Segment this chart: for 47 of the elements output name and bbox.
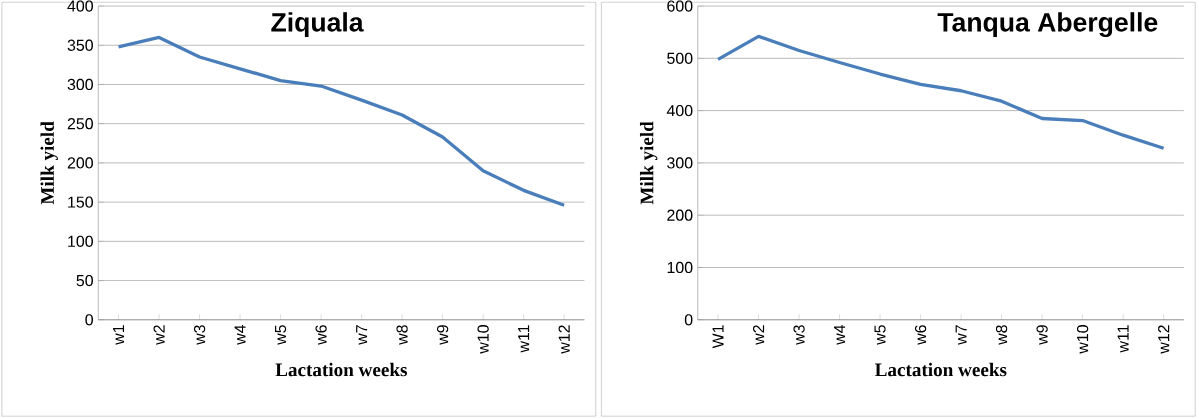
x-tick-label: w1: [113, 325, 125, 345]
x-tick-label: w7: [955, 325, 967, 345]
chart-title: Tanqua Abergelle: [937, 12, 1158, 38]
x-tick-label: w11: [518, 325, 530, 353]
y-tick-label: 100: [68, 235, 93, 247]
x-tick-label: w5: [275, 325, 287, 345]
x-axis-title: Lactation weeks: [875, 362, 1007, 377]
x-tick-label: w10: [477, 325, 489, 354]
x-tick-label: w8: [995, 325, 1008, 345]
y-tick-label: 100: [667, 261, 693, 274]
x-axis-title: Lactation weeks: [275, 362, 408, 377]
x-tick-label: w7: [356, 325, 368, 345]
line-series: [116, 35, 566, 207]
y-tick-label: 400: [67, 0, 93, 12]
y-tick-label: 300: [67, 78, 93, 91]
x-tick-label: w5: [874, 325, 886, 345]
x-tick-label: w4: [234, 324, 246, 345]
x-tick-label: w11: [1117, 325, 1129, 353]
y-tick-label: 200: [67, 157, 93, 169]
y-tick-label: 350: [67, 39, 93, 51]
x-tick-label: w6: [914, 325, 927, 345]
x-tick-label: w8: [396, 325, 408, 345]
x-tick-label: w2: [752, 325, 765, 345]
y-tick-label: 200: [667, 209, 693, 221]
y-axis-title: Milk yield: [40, 121, 58, 205]
y-tick-label: 0: [684, 314, 693, 326]
x-tick-label: w2: [153, 325, 165, 345]
x-tick-label: w12: [558, 325, 570, 354]
x-tick-label: w9: [436, 325, 449, 345]
x-tick-label: w9: [1036, 325, 1048, 345]
y-tick-label: 400: [666, 104, 693, 117]
chart-title: Ziquala: [271, 12, 364, 37]
y-tick-label: 600: [667, 0, 693, 12]
x-tick-label: w3: [193, 325, 206, 345]
x-tick-label: w3: [793, 325, 805, 345]
x-tick-label: w10: [1076, 325, 1089, 354]
x-tick-label: W1: [712, 325, 724, 349]
x-tick-label: w6: [315, 325, 327, 345]
x-tick-label: w4: [834, 324, 846, 345]
y-tick-label: 500: [667, 52, 693, 64]
y-tick-label: 250: [67, 118, 93, 130]
x-tick-label: w12: [1158, 325, 1170, 354]
y-tick-label: 300: [667, 157, 693, 169]
y-tick-label: 0: [85, 314, 93, 326]
y-tick-label: 150: [68, 196, 93, 208]
y-axis-title: Milk yield: [639, 121, 658, 205]
y-tick-label: 50: [76, 274, 93, 287]
